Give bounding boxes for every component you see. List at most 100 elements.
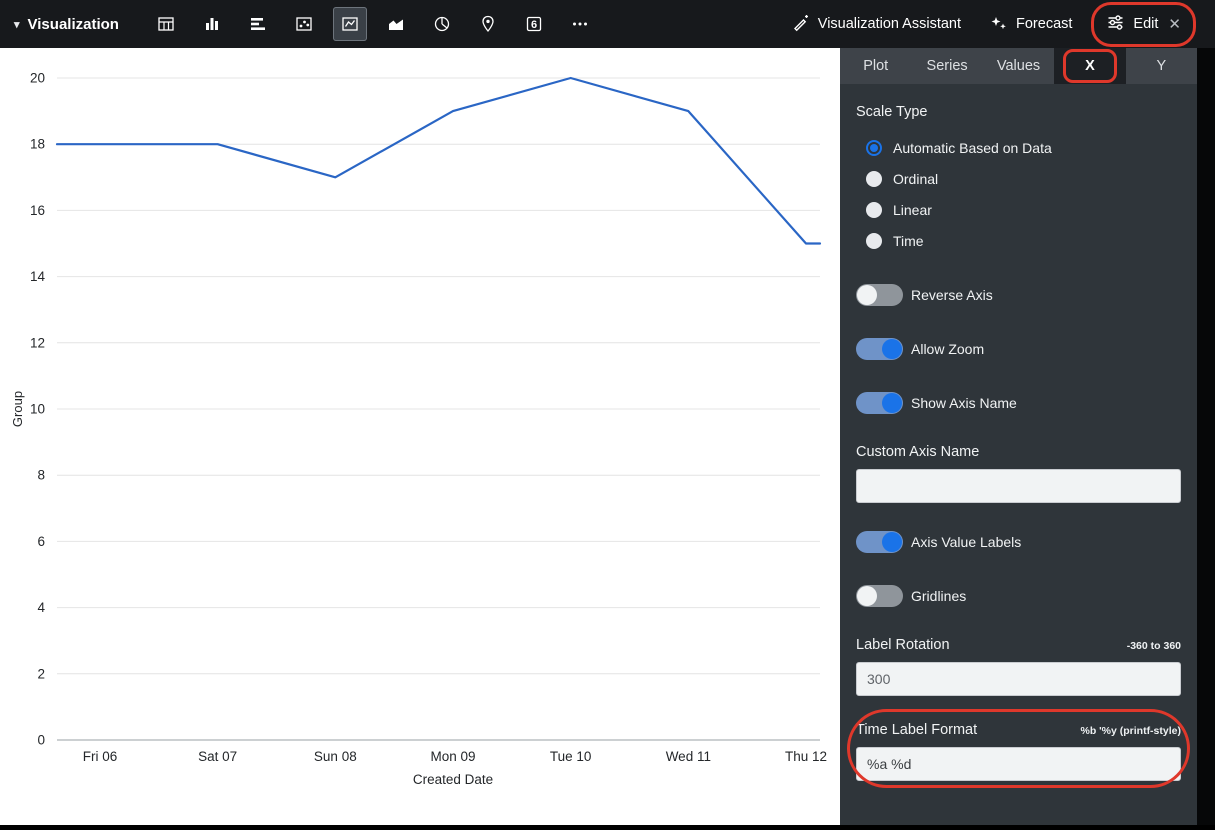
svg-text:Group: Group [10,391,25,427]
line-chart[interactable]: 0 2 4 6 8 10 12 14 16 18 20 Fri 06 Sat 07 Sun 08 Mon 0… [0,48,840,825]
edit-button-group: Edit ✕ [1091,1,1196,47]
svg-text:8: 8 [37,468,45,483]
custom-axis-name-input[interactable] [856,469,1181,503]
toggle-label: Show Axis Name [911,395,1017,411]
viz-type-more-icon[interactable] [563,7,597,41]
toggle-label: Gridlines [911,588,967,604]
label-rotation-input[interactable] [856,662,1181,696]
svg-text:Fri 06: Fri 06 [83,749,118,764]
toggle-label: Reverse Axis [911,287,993,303]
toggle-label: Allow Zoom [911,341,985,357]
field-hint: -360 to 360 [1126,640,1181,652]
toggle-gridlines[interactable] [856,585,903,607]
field-label: Custom Axis Name [856,444,980,460]
viz-type-single-value-icon[interactable]: 6 [517,7,551,41]
field-label-rotation: Label Rotation -360 to 360 [856,637,1181,696]
viz-type-strip: 6 [149,7,597,41]
svg-text:Sat 07: Sat 07 [198,749,237,764]
tab-label: Values [996,58,1041,74]
field-label: Label Rotation [856,637,950,653]
svg-text:Thu 12: Thu 12 [785,749,827,764]
viz-type-pie-chart-icon[interactable] [425,7,459,41]
tab-y[interactable]: Y [1126,48,1197,84]
toggle-row-show-axis-name: Show Axis Name [856,388,1181,418]
toggle-label: Axis Value Labels [911,534,1022,550]
svg-text:6: 6 [37,534,45,549]
field-hint: %b '%y (printf-style) [1080,725,1181,737]
viz-type-map-icon[interactable] [471,7,505,41]
radio-option-time[interactable]: Time [856,225,1181,256]
svg-text:14: 14 [30,269,46,284]
tab-series[interactable]: Series [911,48,982,84]
caret-down-icon: ▾ [14,18,20,31]
viz-type-column-chart-icon[interactable] [195,7,229,41]
radio-unselected-icon[interactable] [866,170,882,187]
toggle-row-reverse-axis: Reverse Axis [856,280,1181,310]
svg-text:12: 12 [30,335,45,350]
radio-unselected-icon[interactable] [866,232,882,249]
field-time-label-format: Time Label Format %b '%y (printf-style) [847,709,1190,788]
viz-type-scatter-icon[interactable] [287,7,321,41]
tab-x[interactable]: X [1054,48,1126,84]
radio-selected-icon[interactable] [866,139,882,156]
toggle-axis-value-labels[interactable] [856,531,903,553]
panel-tabs: Plot Series Values X Y [840,48,1197,84]
svg-text:Mon 09: Mon 09 [430,749,475,764]
svg-text:Wed 11: Wed 11 [666,749,711,764]
field-custom-axis-name: Custom Axis Name [856,444,1181,503]
svg-text:2: 2 [37,666,45,681]
tab-label: Plot [863,58,889,74]
toggle-show-axis-name[interactable] [856,392,903,414]
viz-type-table-icon[interactable] [149,7,183,41]
magic-pencil-icon [791,13,810,36]
chart-area: 0 2 4 6 8 10 12 14 16 18 20 Fri 06 Sat 07 Sun 08 Mon 0… [0,48,840,825]
toggle-row-gridlines: Gridlines [856,581,1181,611]
visualization-assistant-button[interactable]: Visualization Assistant [791,13,961,36]
forecast-button[interactable]: Forecast [989,13,1072,36]
svg-text:4: 4 [37,600,45,615]
svg-text:10: 10 [30,402,45,417]
toolbar-right-actions: Visualization Assistant Forecast Edit ✕ [791,1,1201,47]
svg-text:Sun 08: Sun 08 [314,749,357,764]
panel-body: Scale Type Automatic Based on Data Ordinal… [840,84,1197,788]
toggle-reverse-axis[interactable] [856,284,903,306]
window-right-edge [1197,48,1215,825]
radio-label: Linear [893,201,932,218]
svg-text:Created Date: Created Date [413,772,493,787]
radio-option-ordinal[interactable]: Ordinal [856,163,1181,194]
svg-text:16: 16 [30,203,45,218]
edit-panel: Plot Series Values X Y Scale Type Automatic B… [840,48,1197,825]
toolbar-title: Visualization [27,15,119,33]
edit-button[interactable]: Edit [1106,13,1158,36]
sliders-icon [1106,13,1125,36]
field-label: Time Label Format [856,722,978,738]
visualization-menu[interactable]: ▾ Visualization [14,16,119,33]
sparkles-icon [989,13,1008,36]
visualization-toolbar: ▾ Visualization 6 Visualization Assistan… [0,0,1215,48]
svg-text:6: 6 [531,19,537,31]
tab-plot[interactable]: Plot [840,48,911,84]
section-heading-scale-type: Scale Type [856,104,928,120]
radio-label: Ordinal [893,170,939,187]
close-icon[interactable]: ✕ [1168,16,1181,33]
forecast-label: Forecast [1016,16,1073,32]
tab-label: X [1085,58,1095,74]
svg-text:0: 0 [37,733,45,748]
visualization-assistant-label: Visualization Assistant [817,16,961,32]
radio-label: Time [893,232,924,249]
toggle-row-allow-zoom: Allow Zoom [856,334,1181,364]
radio-option-automatic-based-on-data[interactable]: Automatic Based on Data [856,132,1181,163]
viz-type-line-chart-icon[interactable] [332,7,367,41]
time-label-format-input[interactable] [856,747,1181,781]
toggle-allow-zoom[interactable] [856,338,903,360]
svg-text:20: 20 [30,71,45,86]
tab-label: Y [1156,58,1167,74]
viz-type-area-chart-icon[interactable] [379,7,413,41]
radio-option-linear[interactable]: Linear [856,194,1181,225]
toggle-row-axis-value-labels: Axis Value Labels [856,527,1181,557]
viz-type-bar-chart-icon[interactable] [241,7,275,41]
tab-values[interactable]: Values [983,48,1054,84]
radio-unselected-icon[interactable] [866,201,882,218]
svg-text:Tue 10: Tue 10 [550,749,592,764]
